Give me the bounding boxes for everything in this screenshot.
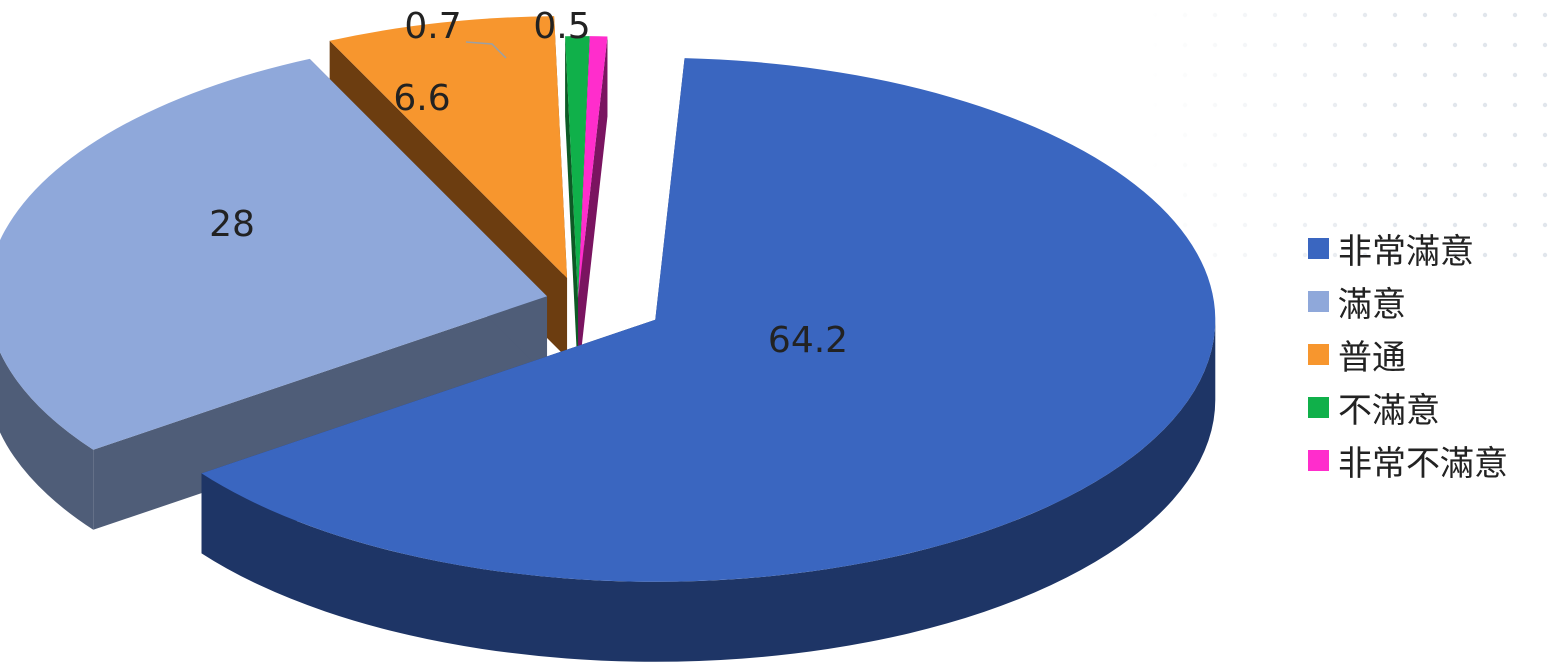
legend-item: 普通 (1308, 328, 1508, 381)
leader-line (465, 41, 507, 59)
slice-top-face (565, 36, 590, 299)
legend-item: 非常不滿意 (1308, 434, 1508, 487)
legend-swatch (1308, 397, 1329, 418)
chart-legend: 非常滿意 滿意 普通 不滿意 非常不滿意 (1308, 222, 1508, 487)
data-label: 64.2 (768, 320, 848, 361)
data-label: 0.5 (533, 6, 590, 47)
legend-label: 滿意 (1338, 285, 1406, 325)
background-fade (1150, 0, 1410, 260)
slice-side-wall (578, 36, 608, 379)
data-label: 6.6 (393, 78, 450, 119)
legend-label: 非常不滿意 (1338, 444, 1508, 484)
pie-slice (578, 36, 608, 379)
legend-label: 不滿意 (1338, 391, 1440, 431)
legend-item: 非常滿意 (1308, 222, 1508, 275)
slice-top-face (329, 16, 568, 279)
slice-top-face (578, 36, 608, 299)
legend-label: 普通 (1338, 338, 1406, 378)
slice-outer-side (0, 352, 94, 530)
pie-slice (201, 58, 1216, 662)
legend-item: 滿意 (1308, 275, 1508, 328)
pie-slice (0, 58, 548, 530)
legend-swatch (1308, 450, 1329, 471)
slice-top-face (0, 58, 548, 450)
legend-swatch (1308, 291, 1329, 312)
legend-swatch (1308, 344, 1329, 365)
slice-top-face (201, 58, 1216, 582)
slice-outer-side (201, 319, 1216, 662)
data-label: 28 (209, 204, 255, 245)
slice-side-wall (93, 296, 548, 530)
legend-label: 非常滿意 (1338, 232, 1474, 272)
legend-swatch (1308, 238, 1329, 259)
legend-item: 不滿意 (1308, 381, 1508, 434)
slice-side-wall (565, 36, 578, 379)
data-label: 0.7 (404, 6, 461, 47)
